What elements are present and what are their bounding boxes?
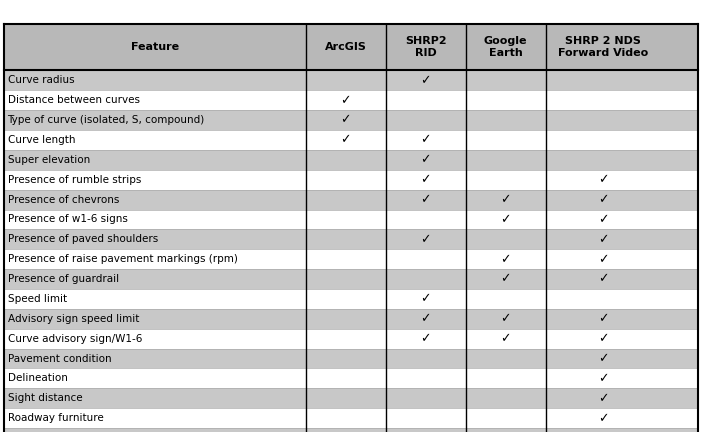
Text: ✓: ✓ [597, 213, 608, 226]
Text: ✓: ✓ [597, 253, 608, 266]
Text: ✓: ✓ [597, 233, 608, 246]
Text: ✓: ✓ [420, 173, 431, 186]
Text: Presence of paved shoulders: Presence of paved shoulders [8, 234, 158, 245]
Text: ✓: ✓ [420, 312, 431, 325]
Text: ✓: ✓ [501, 312, 511, 325]
Text: ✓: ✓ [501, 332, 511, 345]
Bar [4, 170, 698, 190]
Text: SHRP 2 NDS
Forward Video: SHRP 2 NDS Forward Video [558, 36, 648, 58]
Text: ✓: ✓ [597, 173, 608, 186]
Bar [4, 110, 698, 130]
Bar [4, 289, 698, 309]
Text: Curve radius: Curve radius [8, 75, 74, 86]
Bar [4, 408, 698, 428]
Text: Distance between curves: Distance between curves [8, 95, 140, 105]
Text: ✓: ✓ [597, 273, 608, 286]
Text: ✓: ✓ [501, 213, 511, 226]
Text: Curve advisory sign/W1-6: Curve advisory sign/W1-6 [8, 334, 142, 344]
Bar [4, 229, 698, 249]
Text: ✓: ✓ [340, 94, 351, 107]
Text: Pavement condition: Pavement condition [8, 353, 111, 364]
Text: Presence of chevrons: Presence of chevrons [8, 194, 119, 205]
Text: ✓: ✓ [501, 193, 511, 206]
Text: Sight distance: Sight distance [8, 393, 82, 403]
Text: ✓: ✓ [420, 292, 431, 305]
Bar [4, 70, 698, 90]
Bar [4, 150, 698, 170]
Text: SHRP2
RID: SHRP2 RID [405, 36, 446, 58]
Text: Presence of w1-6 signs: Presence of w1-6 signs [8, 214, 127, 225]
Text: Presence of raise pavement markings (rpm): Presence of raise pavement markings (rpm… [8, 254, 237, 264]
Text: Presence of rumble strips: Presence of rumble strips [8, 175, 141, 185]
Text: Super elevation: Super elevation [8, 155, 90, 165]
Bar [4, 309, 698, 329]
Text: Google
Earth: Google Earth [484, 36, 527, 58]
Text: ✓: ✓ [420, 193, 431, 206]
Text: Speed limit: Speed limit [8, 294, 67, 304]
Text: Delineation: Delineation [8, 373, 67, 384]
Text: ✓: ✓ [420, 133, 431, 146]
Bar [4, 329, 698, 349]
Text: ✓: ✓ [597, 352, 608, 365]
Text: ✓: ✓ [597, 392, 608, 405]
Text: ✓: ✓ [597, 372, 608, 385]
Text: ✓: ✓ [597, 332, 608, 345]
Text: ✓: ✓ [420, 332, 431, 345]
Text: ✓: ✓ [420, 153, 431, 166]
Text: Advisory sign speed limit: Advisory sign speed limit [8, 314, 139, 324]
Bar [4, 210, 698, 229]
Text: ✓: ✓ [420, 233, 431, 246]
Text: ✓: ✓ [340, 114, 351, 127]
Text: Type of curve (isolated, S, compound): Type of curve (isolated, S, compound) [8, 115, 205, 125]
Text: ArcGIS: ArcGIS [325, 42, 366, 52]
Text: ✓: ✓ [501, 253, 511, 266]
Bar [4, 269, 698, 289]
Bar [4, 190, 698, 210]
Text: ✓: ✓ [501, 273, 511, 286]
Text: Feature: Feature [131, 42, 179, 52]
Text: Curve length: Curve length [8, 135, 75, 145]
Text: ✓: ✓ [420, 74, 431, 87]
Bar [4, 368, 698, 388]
Bar [4, 24, 698, 70]
Text: ✓: ✓ [597, 312, 608, 325]
Bar [4, 90, 698, 110]
Text: Roadway furniture: Roadway furniture [8, 413, 103, 423]
Text: ✓: ✓ [597, 193, 608, 206]
Bar [4, 428, 698, 432]
Bar [4, 388, 698, 408]
Text: ✓: ✓ [340, 133, 351, 146]
Bar [4, 349, 698, 368]
Bar [4, 249, 698, 269]
Text: Presence of guardrail: Presence of guardrail [8, 274, 119, 284]
Bar [4, 130, 698, 150]
Text: ✓: ✓ [597, 412, 608, 425]
